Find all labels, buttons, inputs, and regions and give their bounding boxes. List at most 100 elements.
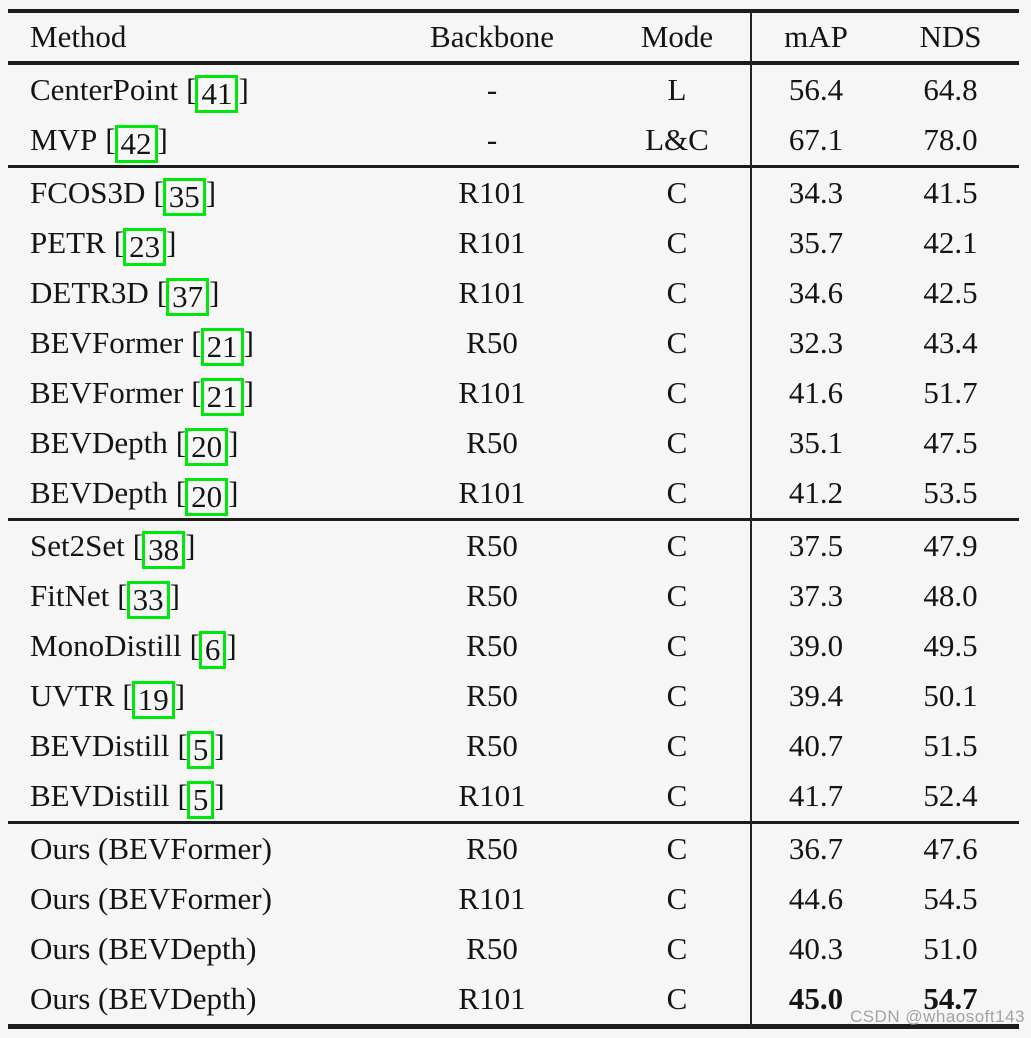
method-name: MonoDistill — [30, 628, 182, 663]
nds-cell: 52.4 — [923, 778, 978, 813]
nds-cell: 64.8 — [923, 72, 978, 107]
citation-bracket-open: [ — [105, 122, 115, 157]
citation: [19] — [122, 678, 185, 719]
citation-link[interactable]: 6 — [198, 631, 227, 669]
citation: [23] — [114, 225, 176, 266]
method-name: BEVDepth — [30, 475, 168, 510]
nds-cell: 47.9 — [923, 528, 978, 563]
citation: [41] — [186, 72, 249, 113]
mode-cell: C — [666, 578, 688, 613]
backbone-cell: R101 — [458, 475, 526, 510]
citation: [21] — [191, 325, 254, 366]
backbone-cell: R50 — [466, 528, 518, 563]
col-header-mode: Mode — [640, 19, 714, 54]
backbone-cell: R50 — [466, 678, 518, 713]
table-header-row: Method Backbone Mode mAP NDS — [8, 13, 1019, 61]
method-cell: Set2Set[38] — [8, 521, 380, 571]
mode-cell: C — [666, 375, 688, 410]
method-cell: BEVDistill[5] — [8, 771, 380, 821]
table-row: Ours (BEVDepth) R101 C 45.0 54.7 — [8, 974, 1019, 1024]
map-cell: 39.4 — [788, 678, 844, 713]
nds-cell: 47.6 — [923, 831, 978, 866]
method-name: Ours (BEVFormer) — [30, 831, 272, 866]
table-row: FCOS3D[35] R101 C 34.3 41.5 — [8, 168, 1019, 218]
method-cell: BEVDepth[20] — [8, 468, 380, 518]
method-cell: BEVDistill[5] — [8, 721, 380, 771]
citation-link[interactable]: 5 — [186, 781, 215, 819]
table-row: BEVDepth[20] R50 C 35.1 47.5 — [8, 418, 1019, 468]
table-row: CenterPoint[41] - L 56.4 64.8 — [8, 65, 1019, 115]
table-row: BEVDepth[20] R101 C 41.2 53.5 — [8, 468, 1019, 518]
table-row: PETR[23] R101 C 35.7 42.1 — [8, 218, 1019, 268]
table-row: BEVDistill[5] R50 C 40.7 51.5 — [8, 721, 1019, 771]
citation-link[interactable]: 20 — [185, 478, 229, 516]
backbone-cell: R50 — [466, 728, 518, 763]
table-row: Set2Set[38] R50 C 37.5 47.9 — [8, 521, 1019, 571]
method-cell: Ours (BEVFormer) — [8, 874, 380, 924]
method-name: CenterPoint — [30, 72, 179, 107]
citation-link[interactable]: 33 — [126, 581, 170, 619]
backbone-cell: - — [486, 122, 498, 157]
citation-link[interactable]: 5 — [186, 731, 215, 769]
citation: [35] — [153, 175, 216, 216]
citation-link[interactable]: 21 — [200, 378, 244, 416]
method-name: BEVDistill — [30, 728, 170, 763]
citation-bracket-close: ] — [243, 375, 254, 410]
backbone-cell: R50 — [466, 831, 518, 866]
citation-link[interactable]: 38 — [142, 531, 186, 569]
nds-cell: 42.1 — [923, 225, 978, 260]
citation-bracket-close: ] — [166, 225, 176, 260]
backbone-cell: R50 — [466, 931, 518, 966]
method-name: BEVFormer — [30, 325, 184, 360]
citation: [42] — [105, 122, 168, 163]
backbone-cell: R101 — [458, 881, 526, 916]
map-cell: 67.1 — [788, 122, 844, 157]
map-cell: 41.7 — [788, 778, 844, 813]
watermark: CSDN @whaosoft143 — [849, 1007, 1025, 1026]
map-cell: 32.3 — [788, 325, 844, 360]
mode-cell: C — [666, 628, 688, 663]
citation-bracket-close: ] — [228, 425, 238, 460]
column-divider-line — [750, 9, 752, 1029]
group-separator-rule — [8, 165, 1019, 168]
citation-bracket-open: [ — [186, 72, 196, 107]
bottom-rule — [8, 1024, 1019, 1029]
citation-bracket-close: ] — [214, 728, 224, 763]
citation-bracket-open: [ — [177, 778, 188, 813]
table-row: MVP[42] - L&C 67.1 78.0 — [8, 115, 1019, 165]
backbone-cell: R101 — [458, 225, 526, 260]
backbone-cell: R50 — [466, 425, 518, 460]
header-rule — [8, 61, 1019, 65]
citation-link[interactable]: 20 — [185, 428, 229, 466]
method-name: Ours (BEVFormer) — [30, 881, 272, 916]
map-cell: 40.3 — [788, 931, 844, 966]
col-header-method: Method — [30, 19, 127, 54]
backbone-cell: R50 — [466, 578, 518, 613]
citation-link[interactable]: 23 — [123, 228, 167, 266]
citation-link[interactable]: 21 — [200, 328, 244, 366]
group-separator-rule — [8, 821, 1019, 824]
citation: [20] — [176, 425, 238, 466]
table-row: BEVFormer[21] R50 C 32.3 43.4 — [8, 318, 1019, 368]
citation-link[interactable]: 37 — [166, 278, 210, 316]
nds-cell: 43.4 — [923, 325, 978, 360]
citation-link[interactable]: 19 — [131, 681, 175, 719]
nds-cell: 47.5 — [923, 425, 978, 460]
citation-bracket-close: ] — [214, 778, 224, 813]
citation-link[interactable]: 41 — [195, 75, 239, 113]
nds-cell: 54.7 — [923, 981, 978, 1016]
citation-link[interactable]: 42 — [114, 125, 158, 163]
citation-bracket-close: ] — [243, 325, 254, 360]
backbone-cell: R101 — [458, 175, 526, 210]
table-row: DETR3D[37] R101 C 34.6 42.5 — [8, 268, 1019, 318]
method-cell: UVTR[19] — [8, 671, 380, 721]
method-cell: BEVFormer[21] — [8, 368, 380, 418]
citation-link[interactable]: 35 — [162, 178, 206, 216]
citation-bracket-open: [ — [117, 578, 127, 613]
method-cell: Ours (BEVFormer) — [8, 824, 380, 874]
citation-bracket-close: ] — [169, 578, 180, 613]
mode-cell: L — [667, 72, 687, 107]
col-header-nds: NDS — [919, 19, 982, 54]
mode-cell: C — [666, 275, 688, 310]
